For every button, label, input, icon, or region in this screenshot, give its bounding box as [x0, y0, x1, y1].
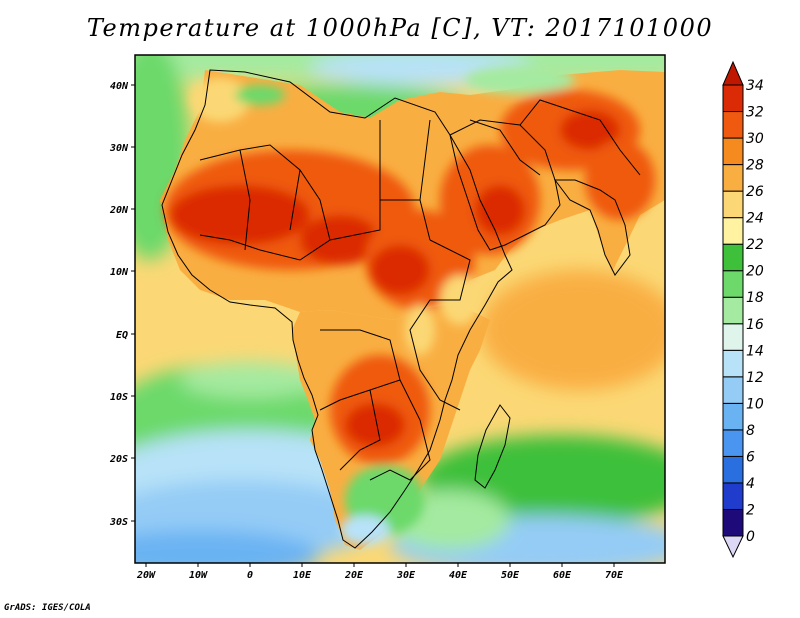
borders-east	[379, 119, 471, 411]
colorbar-label: 2	[746, 502, 755, 518]
persia-very-hot	[560, 110, 620, 150]
madagascar-outline	[474, 404, 511, 489]
boundaries	[161, 69, 641, 549]
colorbar-swatch	[722, 243, 744, 272]
borders-middle-east	[469, 99, 641, 176]
temperature-field	[135, 55, 665, 563]
great-lakes-cool	[405, 305, 435, 355]
colorbar-swatch	[722, 111, 744, 139]
india-hot	[585, 140, 655, 220]
colorbar-swatch	[722, 508, 744, 537]
lon-label-20w: 20W	[136, 570, 156, 581]
colorbar-label: 22	[746, 237, 764, 253]
colorbar-under-arrow	[722, 535, 744, 559]
asia-coastline	[554, 179, 631, 276]
caspian-green	[465, 66, 575, 94]
lon-label-40e: 40E	[449, 570, 468, 581]
lat-label-eq: EQ	[116, 330, 128, 341]
colorbar-label: 26	[746, 184, 764, 200]
map-frame	[134, 54, 666, 564]
lat-label-10n: 10N	[110, 267, 129, 278]
sahel-very-hot	[170, 185, 310, 245]
colorbar-swatch	[722, 376, 744, 404]
colorbar-label: 4	[746, 476, 755, 492]
borders-south	[319, 329, 431, 481]
colorbar-swatch	[722, 164, 744, 192]
colorbar-label: 16	[746, 317, 764, 333]
indian-ocean-warm	[480, 270, 665, 390]
lat-label-20s: 20S	[109, 454, 128, 465]
colorbar-label: 20	[746, 264, 764, 280]
colorbar-swatch	[722, 323, 744, 351]
colorbar-label: 24	[746, 211, 764, 227]
atlas-green	[235, 85, 285, 105]
lat-label-10s: 10S	[110, 392, 128, 403]
lat-label-40n: 40N	[110, 81, 129, 92]
tick-marks	[131, 84, 615, 567]
colorbar-label: 0	[746, 529, 755, 545]
colorbar-swatch	[722, 482, 744, 510]
colorbar-swatches	[722, 84, 744, 537]
colorbar-label: 8	[746, 423, 755, 439]
arabia-coastline	[449, 119, 561, 251]
colorbar-swatch	[722, 137, 744, 166]
sudan-very-hot	[370, 245, 430, 295]
lon-label-0: 0	[247, 570, 253, 581]
map-title: Temperature at 1000hPa [C], VT: 20171010…	[86, 14, 714, 42]
colorbar-label: 32	[746, 105, 764, 121]
lat-label-20n: 20N	[109, 205, 129, 216]
arabia-very-hot	[475, 185, 525, 235]
colorbar-swatch	[722, 455, 744, 484]
colorbar-label: 14	[746, 343, 764, 359]
colorbar-label: 34	[746, 78, 764, 94]
lon-label-70e: 70E	[605, 570, 624, 581]
lat-labels: 40N 30N 20N 10N EQ 10S 20S 30S	[109, 81, 129, 528]
colorbar-swatch	[722, 84, 744, 113]
colorbar-swatch	[722, 190, 744, 219]
grads-credit: GrADS: IGES/COLA	[4, 603, 91, 613]
lon-label-60e: 60E	[553, 570, 572, 581]
colorbar-label: 18	[746, 290, 764, 306]
lon-label-20e: 20E	[344, 570, 364, 581]
land-hot-zones	[165, 66, 655, 545]
colorbar-swatch	[722, 270, 744, 298]
colorbar-swatch	[722, 296, 744, 325]
lon-labels: 20W 10W 0 10E 20E 30E 40E 50E 60E 70E	[136, 570, 624, 581]
lon-label-50e: 50E	[501, 570, 520, 581]
lon-label-10e: 10E	[293, 570, 312, 581]
colorbar-label: 10	[746, 396, 764, 412]
colorbar-over-arrow	[722, 60, 744, 86]
africa-coastline	[161, 69, 513, 549]
colorbar-label: 6	[746, 449, 755, 465]
colorbar-label: 28	[746, 158, 764, 174]
colorbar-swatch	[722, 402, 744, 431]
borders-west	[199, 144, 431, 261]
morocco-cool	[190, 78, 250, 122]
colorbar-swatch	[722, 349, 744, 378]
lon-label-30e: 30E	[396, 570, 416, 581]
south-africa-cool	[340, 515, 390, 545]
southern-blue	[135, 530, 320, 563]
lat-label-30n: 30N	[109, 143, 129, 154]
lat-label-30s: 30S	[109, 517, 128, 528]
chad-very-hot	[300, 215, 380, 265]
lon-label-10w: 10W	[189, 570, 208, 581]
south-atlantic-green2	[180, 362, 320, 398]
colorbar-swatch	[722, 429, 744, 457]
zambia-very-hot	[345, 403, 405, 447]
colorbar-swatch	[722, 217, 744, 245]
colorbar-label: 12	[746, 370, 764, 386]
colorbar-label: 30	[746, 131, 764, 147]
